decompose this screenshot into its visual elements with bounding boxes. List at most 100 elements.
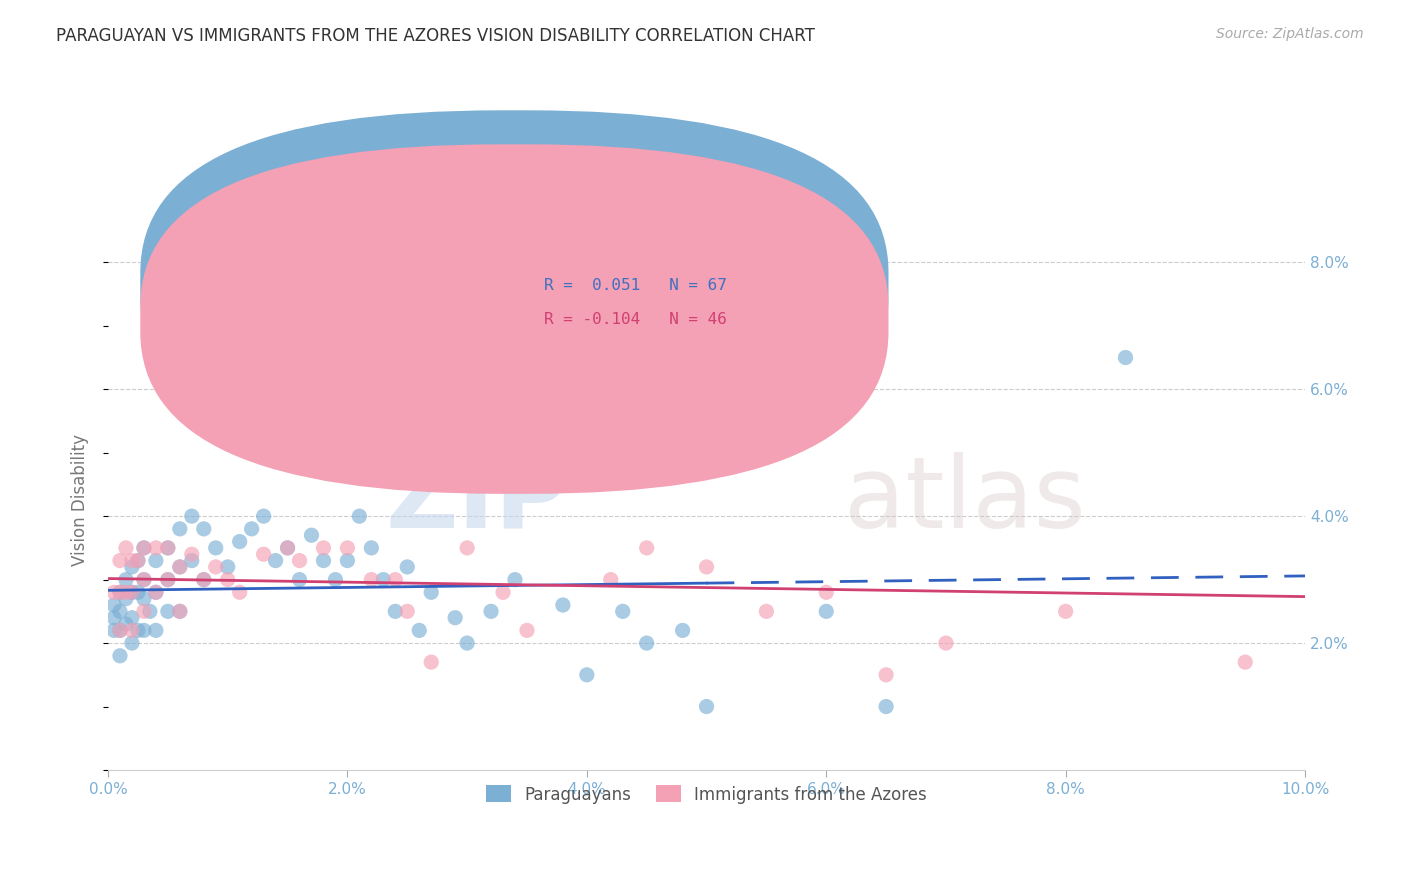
Point (252, 509, 274, 524)
Point (132, 541, 155, 555)
Text: R = -0.104   N = 46: R = -0.104 N = 46 (544, 311, 727, 326)
Point (575, 668, 598, 682)
Point (132, 624, 155, 638)
Point (169, 560, 191, 574)
Point (132, 604, 155, 618)
Point (420, 585, 443, 599)
Point (193, 573, 215, 587)
Point (115, 591, 138, 606)
Point (325, 573, 347, 587)
Point (121, 585, 143, 599)
Point (132, 573, 155, 587)
Text: ZIP: ZIP (387, 452, 569, 549)
Point (277, 541, 299, 555)
Point (103, 585, 125, 599)
Point (115, 541, 138, 555)
Point (145, 541, 167, 555)
Point (696, 699, 718, 714)
Point (551, 598, 574, 612)
Point (252, 547, 274, 561)
Point (815, 585, 838, 599)
Point (156, 573, 179, 587)
Point (408, 624, 430, 638)
Point (180, 547, 202, 561)
Point (479, 604, 502, 618)
Point (121, 636, 143, 650)
Point (277, 541, 299, 555)
Point (132, 541, 155, 555)
Point (115, 617, 138, 632)
Point (360, 541, 382, 555)
FancyBboxPatch shape (472, 260, 755, 344)
Point (132, 573, 155, 587)
Point (551, 414, 574, 428)
Point (240, 522, 263, 536)
Point (139, 604, 162, 618)
Point (396, 604, 419, 618)
Point (217, 560, 239, 574)
Point (127, 553, 149, 567)
Point (115, 573, 138, 587)
Point (228, 585, 250, 599)
FancyBboxPatch shape (141, 145, 889, 494)
Text: PARAGUAYAN VS IMMIGRANTS FROM THE AZORES VISION DISABILITY CORRELATION CHART: PARAGUAYAN VS IMMIGRANTS FROM THE AZORES… (56, 27, 815, 45)
Point (288, 553, 311, 567)
Text: Source: ZipAtlas.com: Source: ZipAtlas.com (1216, 27, 1364, 41)
Point (193, 522, 215, 536)
Point (127, 553, 149, 567)
Point (516, 624, 538, 638)
Point (935, 636, 957, 650)
Point (636, 541, 658, 555)
Point (1115, 351, 1137, 365)
Point (121, 624, 143, 638)
Point (288, 573, 311, 587)
Point (108, 553, 131, 567)
Point (492, 585, 515, 599)
Point (132, 591, 155, 606)
Legend: Paraguayans, Immigrants from the Azores: Paraguayans, Immigrants from the Azores (479, 779, 934, 810)
Point (815, 604, 838, 618)
Point (696, 560, 718, 574)
Point (156, 541, 179, 555)
Point (217, 573, 239, 587)
Point (108, 604, 131, 618)
Point (373, 573, 395, 587)
Point (145, 585, 167, 599)
Point (121, 610, 143, 624)
Point (228, 534, 250, 549)
Point (127, 624, 149, 638)
Point (121, 553, 143, 567)
Point (503, 573, 526, 587)
Point (180, 553, 202, 567)
Point (420, 655, 443, 669)
Point (103, 610, 125, 624)
Point (360, 573, 382, 587)
Point (169, 604, 191, 618)
Point (180, 509, 202, 524)
Point (384, 604, 406, 618)
Point (349, 509, 371, 524)
Point (599, 573, 621, 587)
Point (108, 585, 131, 599)
Point (103, 624, 125, 638)
Point (755, 604, 778, 618)
Point (875, 699, 897, 714)
Text: R =  0.051   N = 67: R = 0.051 N = 67 (544, 277, 727, 293)
Point (108, 624, 131, 638)
Point (204, 541, 226, 555)
FancyBboxPatch shape (141, 111, 889, 460)
Point (444, 610, 467, 624)
Point (1054, 604, 1077, 618)
Point (156, 604, 179, 618)
Point (127, 585, 149, 599)
Point (336, 541, 359, 555)
Point (312, 553, 335, 567)
Point (145, 553, 167, 567)
Point (103, 598, 125, 612)
Point (264, 553, 287, 567)
Point (336, 553, 359, 567)
Point (108, 648, 131, 663)
Point (671, 624, 693, 638)
Point (169, 522, 191, 536)
Point (204, 560, 226, 574)
